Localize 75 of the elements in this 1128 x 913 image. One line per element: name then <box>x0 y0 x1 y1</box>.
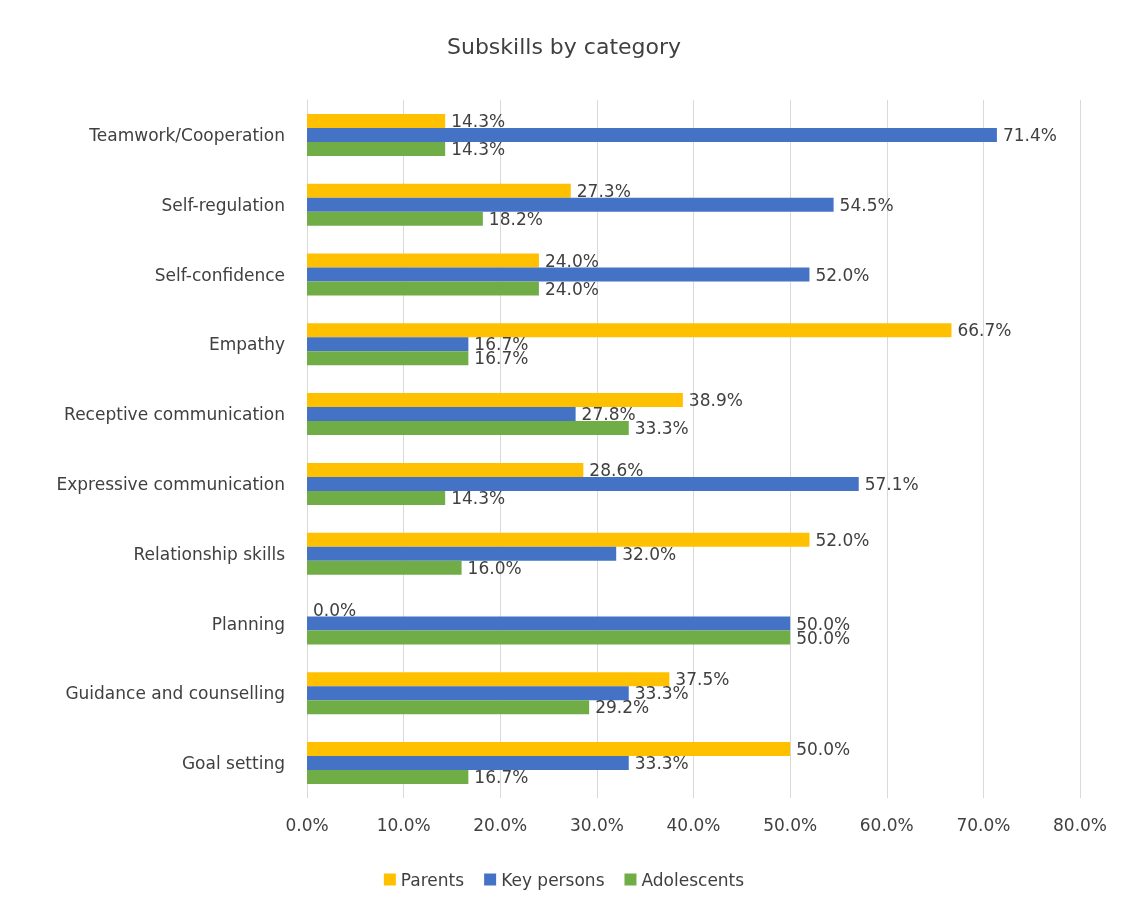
data-label: 14.3% <box>451 487 506 508</box>
data-label: 54.5% <box>839 194 894 215</box>
bar <box>307 183 571 198</box>
data-label: 57.1% <box>864 473 919 494</box>
data-label: 33.3% <box>634 753 689 774</box>
legend-label: Parents <box>400 869 465 890</box>
y-tick-label: Self-confidence <box>154 264 285 285</box>
data-label: 18.2% <box>488 208 543 229</box>
bar <box>307 546 617 561</box>
bar <box>307 462 584 477</box>
x-tick-label: 60.0% <box>859 814 914 835</box>
bar <box>307 532 810 547</box>
bar <box>307 421 629 436</box>
x-tick-label: 10.0% <box>376 814 431 835</box>
data-label: 66.7% <box>957 320 1012 341</box>
legend-label: Key persons <box>501 869 605 890</box>
x-tick-label: 50.0% <box>763 814 818 835</box>
data-label: 38.9% <box>688 390 743 411</box>
data-label: 24.0% <box>544 250 599 271</box>
bar <box>307 253 539 268</box>
x-tick-label: 30.0% <box>569 814 624 835</box>
bar <box>307 407 576 422</box>
x-tick-label: 20.0% <box>473 814 528 835</box>
data-label: 27.8% <box>581 404 636 425</box>
y-tick-label: Goal setting <box>181 753 285 774</box>
bar <box>307 770 469 785</box>
y-tick-label: Empathy <box>208 334 285 355</box>
y-tick-label: Self-regulation <box>161 194 285 215</box>
bar <box>307 211 483 226</box>
bar <box>307 197 834 212</box>
data-label: 16.0% <box>467 557 522 578</box>
bar <box>307 281 539 296</box>
bar <box>307 393 683 408</box>
data-label: 52.0% <box>815 529 870 550</box>
y-tick-label: Guidance and counselling <box>65 683 285 704</box>
bar <box>307 476 859 491</box>
y-tick-label: Relationship skills <box>133 543 286 564</box>
y-tick-label: Expressive communication <box>56 473 285 494</box>
bar <box>307 141 446 156</box>
x-tick-label: 70.0% <box>956 814 1011 835</box>
data-label: 14.3% <box>451 138 506 159</box>
data-label: 52.0% <box>815 264 870 285</box>
bar <box>307 337 469 352</box>
chart-title: Subskills by category <box>446 33 682 59</box>
bar <box>307 127 997 142</box>
data-label: 14.3% <box>451 110 506 131</box>
bar <box>307 630 791 645</box>
data-label: 50.0% <box>796 739 851 760</box>
bar <box>307 267 810 282</box>
y-tick-label: Teamwork/Cooperation <box>88 124 285 145</box>
bar <box>307 490 446 505</box>
bar <box>307 616 791 631</box>
data-label: 71.4% <box>1002 124 1057 145</box>
data-label: 16.7% <box>474 767 529 788</box>
bar <box>307 742 791 757</box>
data-label: 27.3% <box>576 180 631 201</box>
data-label: 32.0% <box>622 543 677 564</box>
data-label: 33.3% <box>634 418 689 439</box>
data-label: 28.6% <box>589 459 644 480</box>
data-label: 0.0% <box>313 599 357 620</box>
x-tick-label: 40.0% <box>666 814 721 835</box>
y-tick-label: Receptive communication <box>64 404 285 425</box>
data-label: 24.0% <box>544 278 599 299</box>
y-tick-label: Planning <box>211 613 285 634</box>
x-tick-label: 80.0% <box>1052 814 1108 835</box>
bar <box>307 700 590 715</box>
bar <box>307 560 462 575</box>
bar <box>307 686 629 701</box>
bar <box>307 672 670 687</box>
bar <box>307 756 629 771</box>
x-tick-label: 0.0% <box>285 814 329 835</box>
bar <box>307 113 446 128</box>
legend-label: Adolescents <box>641 869 745 890</box>
bar <box>307 323 952 338</box>
bar <box>307 351 469 366</box>
